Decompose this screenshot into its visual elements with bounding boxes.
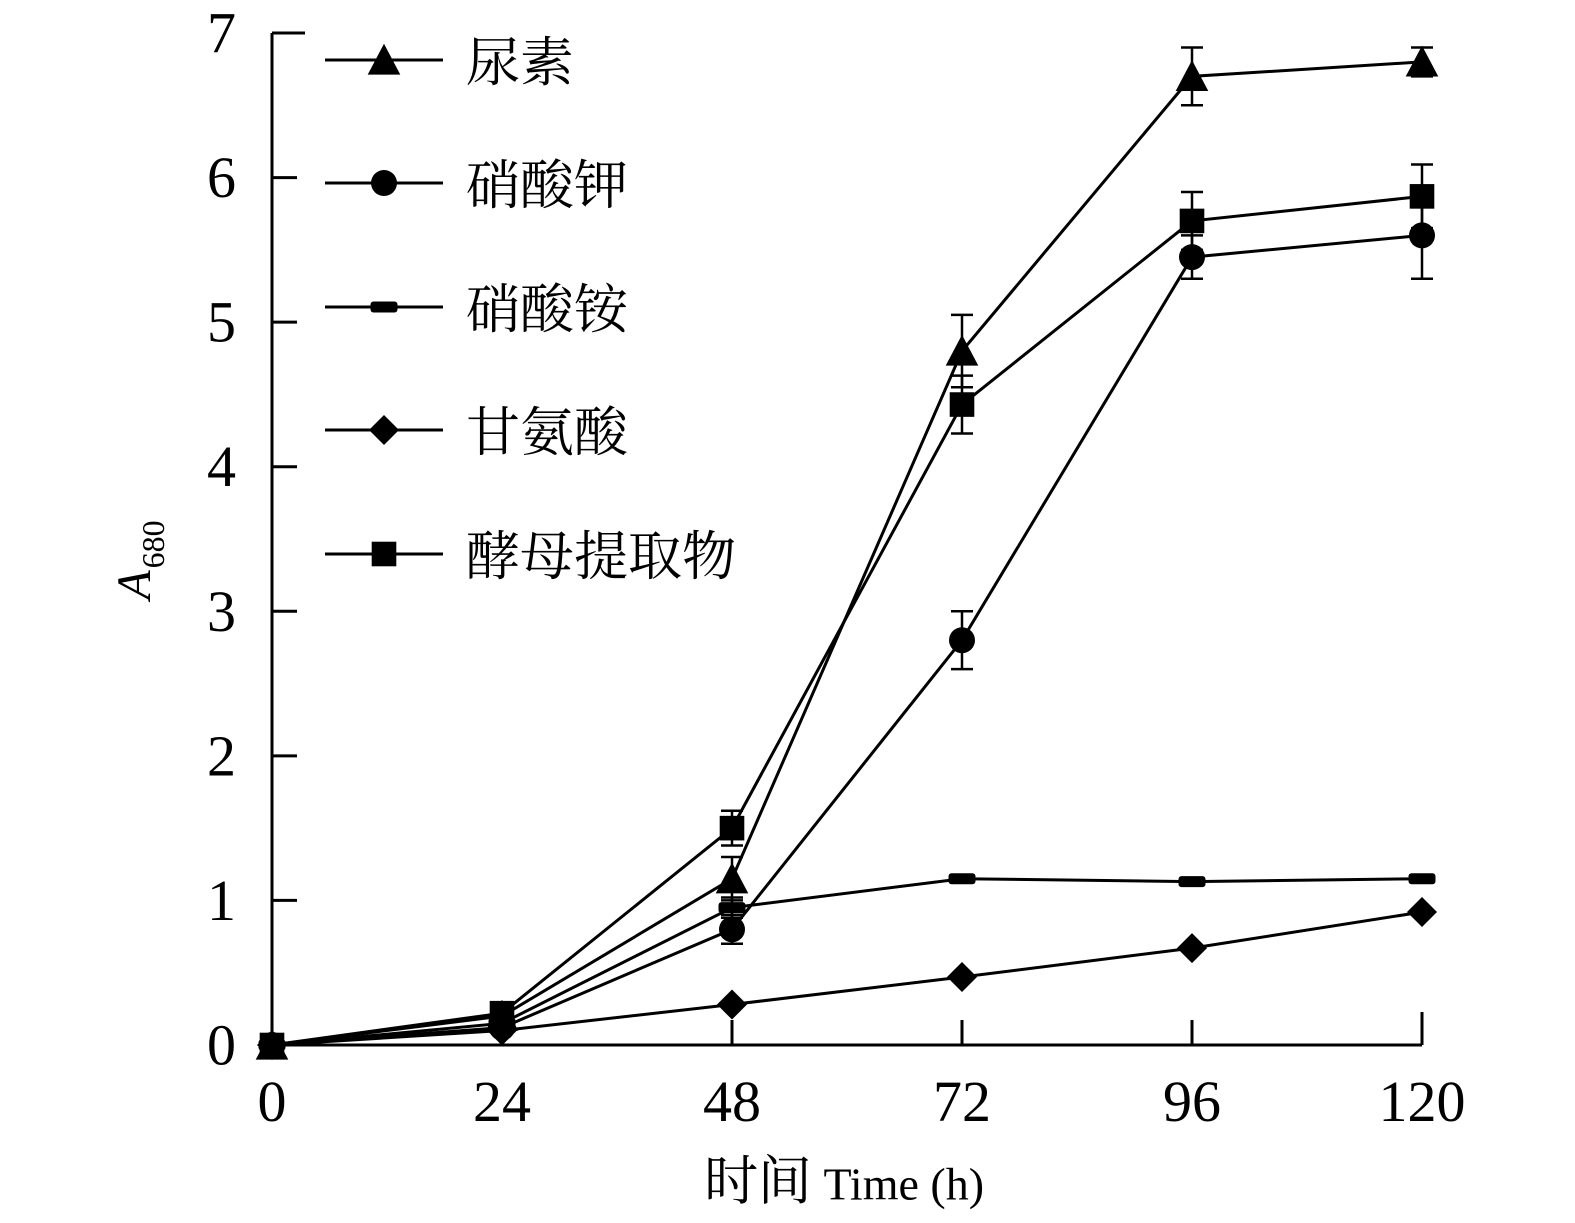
svg-text:6: 6 xyxy=(207,145,236,210)
svg-text:120: 120 xyxy=(1379,1069,1466,1134)
svg-text:24: 24 xyxy=(473,1069,531,1134)
svg-text:硝酸铵: 硝酸铵 xyxy=(466,267,628,344)
svg-text:3: 3 xyxy=(207,579,236,644)
svg-text:5: 5 xyxy=(207,290,236,355)
svg-text:48: 48 xyxy=(703,1069,761,1134)
svg-text:72: 72 xyxy=(933,1069,991,1134)
svg-text:7: 7 xyxy=(207,1,236,66)
svg-text:2: 2 xyxy=(207,723,236,788)
svg-text:甘氨酸: 甘氨酸 xyxy=(466,390,628,467)
svg-text:0: 0 xyxy=(207,1013,236,1078)
svg-text:96: 96 xyxy=(1163,1069,1221,1134)
svg-text:尿素: 尿素 xyxy=(466,20,574,97)
svg-text:酵母提取物: 酵母提取物 xyxy=(466,514,736,591)
svg-text:1: 1 xyxy=(207,868,236,933)
svg-text:0: 0 xyxy=(258,1069,287,1134)
svg-text:硝酸钾: 硝酸钾 xyxy=(466,143,628,220)
svg-text:4: 4 xyxy=(207,434,236,499)
